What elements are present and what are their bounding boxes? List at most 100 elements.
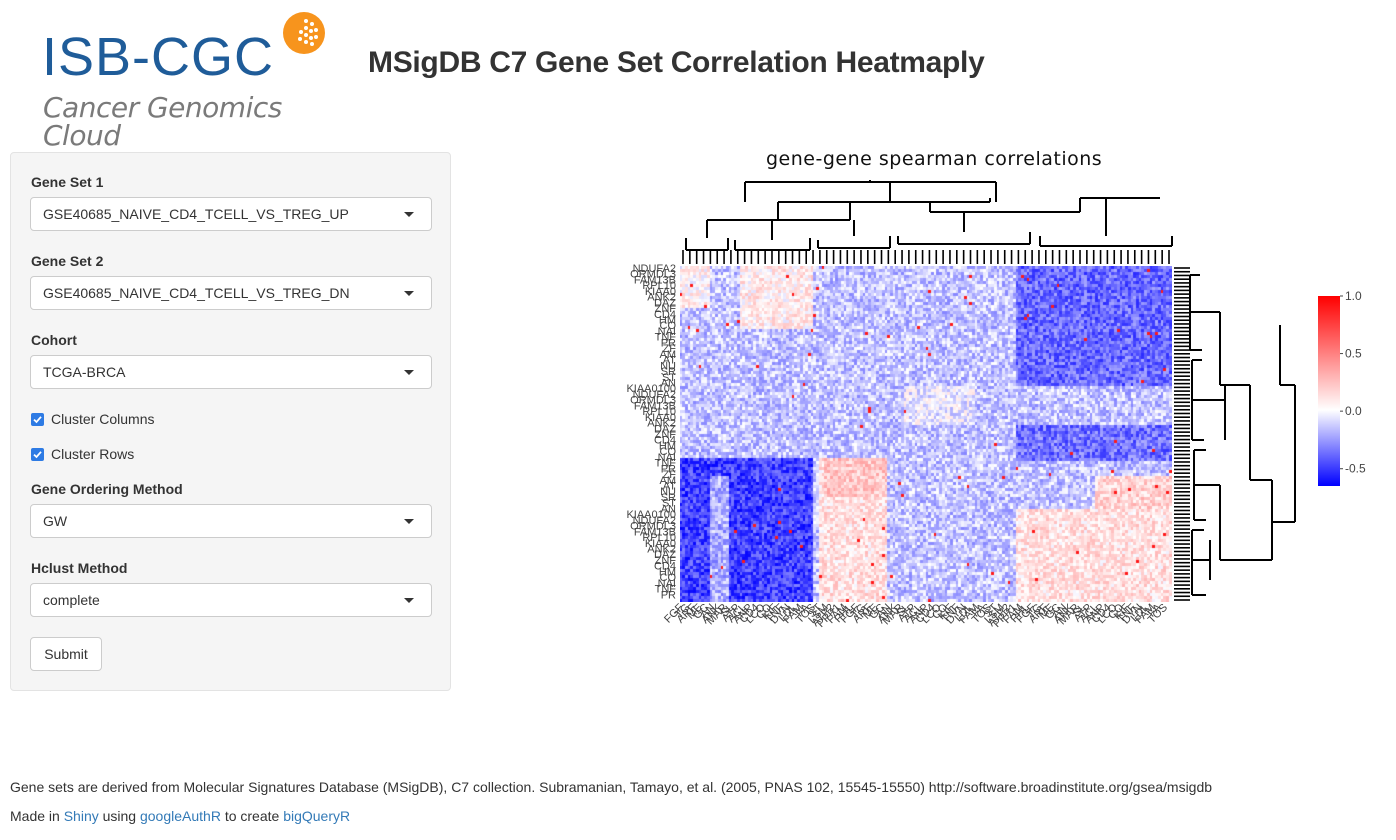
- row-tick-label: CO: [660, 572, 677, 584]
- row-tick-label: CD4: [654, 561, 676, 573]
- cohort-value: TCGA-BRCA: [43, 364, 126, 380]
- footer-credits: Made in Shiny using googleAuthR to creat…: [10, 808, 350, 824]
- gene-set-1-label: Gene Set 1: [31, 174, 104, 190]
- row-tick-label: FAM13B: [634, 400, 676, 412]
- row-tick-label: DAZ: [654, 423, 676, 435]
- cluster-columns-label: Cluster Columns: [51, 411, 155, 427]
- row-tick-label: NU: [660, 360, 676, 372]
- row-tick-label: AN: [661, 377, 676, 389]
- row-tick-label: FAM13B: [634, 274, 676, 286]
- cluster-columns-checkbox[interactable]: Cluster Columns: [31, 411, 154, 427]
- row-tick-label: TNF: [655, 584, 677, 596]
- chevron-down-icon: [404, 370, 414, 375]
- row-tick-label: HM: [659, 566, 676, 578]
- row-tick-label: ZF: [663, 469, 677, 481]
- row-tick-label: DAZ: [654, 297, 676, 309]
- row-tick-label: NDUFA2: [633, 263, 676, 275]
- gene-set-1-select[interactable]: GSE40685_NAIVE_CD4_TCELL_VS_TREG_UP: [30, 197, 432, 231]
- heatmap-cells[interactable]: [680, 266, 1172, 602]
- column-dendrogram-branch: [734, 220, 811, 251]
- colorbar-tick-label: -0.5: [1345, 462, 1366, 476]
- row-tick-label: DAZ: [654, 549, 676, 561]
- column-dendrogram-branch: [1039, 197, 1173, 247]
- isb-cgc-logo: ISB-CGC Cancer Genomics Cloud: [40, 8, 340, 150]
- chevron-down-icon: [404, 212, 414, 217]
- row-tick-label: SR: [661, 366, 676, 378]
- gene-set-2-select[interactable]: GSE40685_NAIVE_CD4_TCELL_VS_TREG_DN: [30, 276, 432, 310]
- row-tick-label: ANK2: [647, 292, 676, 304]
- row-tick-label: TNF: [655, 458, 677, 470]
- row-tick-label: NAI: [658, 326, 676, 338]
- row-tick-label: ST: [662, 498, 676, 510]
- row-tick-label: TNF: [655, 332, 677, 344]
- row-dendrogram-branch: [1191, 359, 1251, 480]
- using-text: using: [102, 808, 137, 824]
- row-tick-label: ANK2: [647, 418, 676, 430]
- row-tick-label: CO: [660, 446, 677, 458]
- row-tick-label: AN: [661, 503, 676, 515]
- row-tick-label: KIAA0100: [626, 383, 676, 395]
- logo-subtitle: Cancer Genomics Cloud: [43, 91, 282, 152]
- heatmap-chart[interactable]: gene-gene spearman correlations NDUFA2 OR…: [560, 140, 1380, 700]
- colorbar-tick-label: 0.5: [1345, 347, 1362, 361]
- googleauthr-link[interactable]: googleAuthR: [139, 808, 221, 824]
- hclust-select[interactable]: complete: [30, 583, 432, 617]
- cohort-label: Cohort: [31, 332, 77, 348]
- row-tick-label: RPL10: [642, 280, 676, 292]
- row-tick-label: SR: [661, 492, 676, 504]
- row-tick-label: KIAA0: [645, 412, 676, 424]
- heatmap-overlay: NDUFA2ORMDL3FAM13BRPL10KIAA0ANK2DAZZNFCD…: [626, 180, 1366, 630]
- hclust-value: complete: [43, 592, 100, 608]
- row-tick-label: ZF: [663, 343, 677, 355]
- colorbar: [1318, 296, 1340, 486]
- row-tick-label: FAM13B: [634, 526, 676, 538]
- column-dendrogram-branch: [744, 180, 997, 202]
- column-dendrogram-branch: [897, 198, 1081, 245]
- gene-ordering-value: GW: [43, 513, 68, 529]
- row-tick-label: KIAA0: [645, 538, 676, 550]
- row-tick-label: NU: [660, 486, 676, 498]
- row-tick-label: AT: [663, 355, 677, 367]
- row-dendrogram-branch: [1189, 274, 1250, 386]
- page-title: MSigDB C7 Gene Set Correlation Heatmaply: [368, 46, 985, 79]
- row-tick-label: NDUFA2: [633, 515, 676, 527]
- row-tick-label: PR: [661, 463, 676, 475]
- cluster-rows-label: Cluster Rows: [51, 446, 135, 462]
- row-tick-label: AM: [660, 475, 677, 487]
- chart-title: gene-gene spearman correlations: [766, 148, 1103, 170]
- made-in-text: Made in: [10, 808, 60, 824]
- row-tick-label: NAI: [658, 578, 676, 590]
- shiny-link[interactable]: Shiny: [63, 808, 99, 824]
- column-dendrogram-branch: [778, 182, 990, 249]
- gene-ordering-label: Gene Ordering Method: [31, 481, 183, 497]
- row-tick-label: HM: [659, 440, 676, 452]
- footer-citation: Gene sets are derived from Molecular Sig…: [10, 779, 1213, 795]
- row-tick-label: AM: [660, 349, 677, 361]
- cluster-rows-checkbox[interactable]: Cluster Rows: [31, 446, 134, 462]
- checkbox-checked-icon[interactable]: [31, 447, 44, 461]
- row-tick-label: KIAA0100: [626, 509, 676, 521]
- row-tick-label: RPL10: [642, 406, 676, 418]
- row-tick-label: CO: [660, 320, 677, 332]
- row-tick-label: NDUFA2: [633, 389, 676, 401]
- cohort-select[interactable]: TCGA-BRCA: [30, 355, 432, 389]
- submit-button[interactable]: Submit: [30, 637, 102, 671]
- row-tick-label: AT: [663, 481, 677, 493]
- gene-ordering-select[interactable]: GW: [30, 504, 432, 538]
- sidebar-panel: Gene Set 1 GSE40685_NAIVE_CD4_TCELL_VS_T…: [10, 152, 451, 691]
- row-tick-label: ANK2: [647, 543, 676, 555]
- row-tick-label: ZNF: [655, 303, 677, 315]
- row-tick-label: PR: [661, 337, 676, 349]
- column-dendrogram-branch: [685, 202, 851, 251]
- gene-set-2-value: GSE40685_NAIVE_CD4_TCELL_VS_TREG_DN: [43, 285, 350, 301]
- row-tick-label: ORMDL3: [630, 395, 676, 407]
- row-tick-label: ST: [662, 372, 676, 384]
- row-tick-label: CD4: [654, 309, 676, 321]
- colorbar-tick-label: 0.0: [1345, 404, 1362, 418]
- checkbox-checked-icon[interactable]: [31, 412, 44, 426]
- bigqueryr-link[interactable]: bigQueryR: [283, 808, 351, 824]
- gene-set-2-label: Gene Set 2: [31, 253, 104, 269]
- row-tick-label: KIAA0: [645, 286, 676, 298]
- colorbar-tick-label: 1.0: [1345, 289, 1362, 303]
- hclust-label: Hclust Method: [31, 560, 128, 576]
